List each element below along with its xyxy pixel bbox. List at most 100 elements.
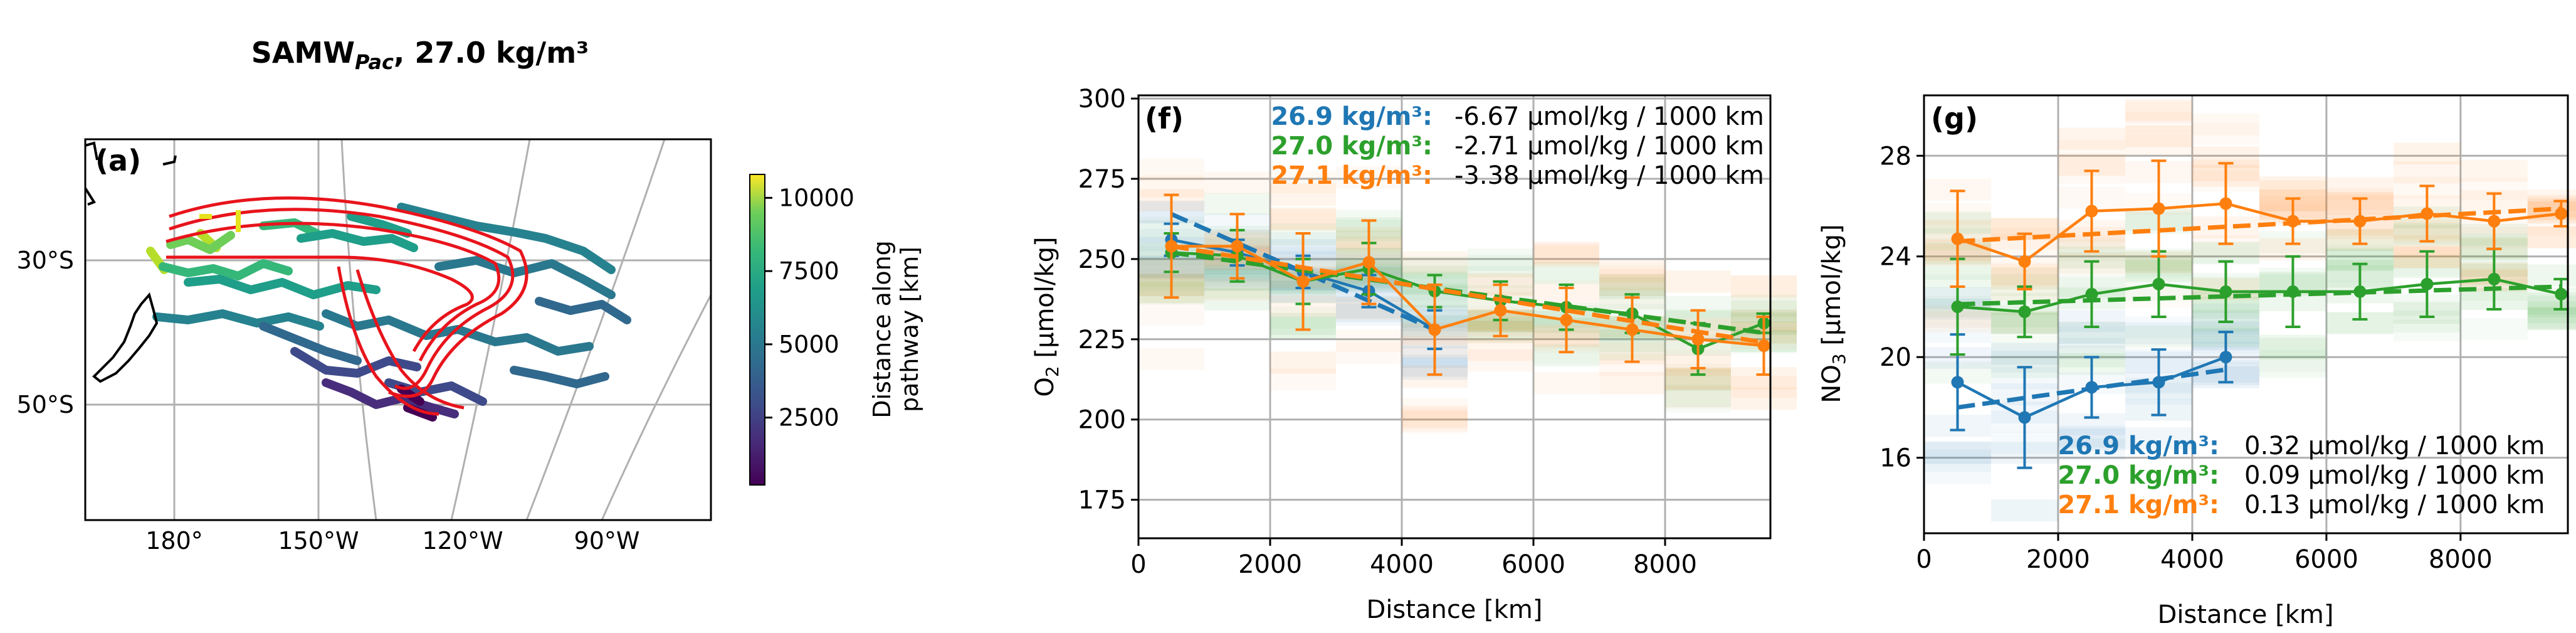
- density-cell: [2259, 334, 2326, 357]
- colorbar: 2500 5000 7500 10000 Distance alongpathway …: [749, 174, 923, 486]
- density-cell: [1204, 288, 1270, 311]
- density-cell: [1533, 245, 1599, 268]
- data-point-green: [2555, 287, 2568, 301]
- g-legend-name-orange: 27.1 kg/m³:: [2058, 491, 2219, 519]
- float-trajectories: [146, 203, 631, 422]
- x-tick-label: 4000: [1370, 550, 1434, 579]
- density-cell: [1533, 262, 1599, 285]
- g-legend-slope-orange: 0.13 μmol/kg / 1000 km: [2244, 491, 2545, 519]
- y-tick-label: 250: [1078, 245, 1126, 274]
- x-tick-label: 2000: [1238, 550, 1302, 579]
- f-legend-name-blue: 26.9 kg/m³:: [1271, 102, 1433, 131]
- f-legend-slope-orange: -3.38 μmol/kg / 1000 km: [1454, 161, 1764, 190]
- density-cell: [1402, 251, 1468, 274]
- density-cell: [1468, 255, 1533, 277]
- y-tick-label: 24: [1879, 243, 1911, 272]
- density-cell: [1990, 343, 2058, 365]
- g-axes-frame: [1923, 94, 2569, 535]
- data-point-orange: [2018, 255, 2031, 268]
- data-point-blue: [2219, 351, 2232, 364]
- density-cell: [1731, 275, 1797, 298]
- panel-g-nitrate: 0 2000 4000 6000 8000 16 20 24 28 (g) Distance […: [1817, 94, 2576, 629]
- x-tick-label: 8000: [2429, 545, 2493, 574]
- x-tick-label: 2000: [2026, 545, 2090, 574]
- density-cell: [1533, 372, 1599, 395]
- density-cell: [2125, 101, 2192, 124]
- data-point-orange: [2152, 202, 2165, 215]
- f-gridlines: [1137, 95, 1770, 538]
- data-point-orange: [2353, 215, 2367, 228]
- g-legend-name-blue: 26.9 kg/m³:: [2058, 432, 2219, 460]
- density-cell: [1533, 241, 1599, 263]
- density-cell: [1990, 499, 2058, 522]
- density-cell: [1402, 398, 1468, 421]
- colorbar-tick-label: 10000: [779, 184, 854, 211]
- density-cell: [1599, 274, 1665, 296]
- g-legend: 26.9 kg/m³: 0.32 μmol/kg / 1000 km 27.0 …: [2058, 432, 2545, 519]
- density-cell: [1665, 386, 1731, 409]
- density-cell: [1731, 387, 1797, 410]
- f-legend-name-orange: 27.1 kg/m³:: [1271, 161, 1433, 190]
- trajectory-markers: [199, 210, 241, 232]
- f-legend: 26.9 kg/m³: -6.67 μmol/kg / 1000 km 27.0…: [1271, 102, 1764, 190]
- y-tick-label: 175: [1078, 486, 1126, 515]
- data-point-orange: [2219, 197, 2232, 210]
- density-cell: [2259, 349, 2326, 372]
- data-point-orange: [1626, 323, 1639, 336]
- map-lat-label: 50°S: [17, 391, 74, 418]
- g-series: [1950, 159, 2569, 469]
- density-cell: [2125, 111, 2192, 134]
- density-cell: [1924, 450, 1991, 472]
- density-cell: [1270, 351, 1336, 374]
- map-panel-label: (a): [95, 144, 141, 178]
- colorbar-tick-label: 2500: [779, 404, 839, 432]
- x-tick-label: 6000: [1501, 550, 1565, 579]
- density-cell: [1599, 265, 1665, 287]
- colorbar-ticks: 2500 5000 7500 10000: [765, 184, 854, 432]
- y-tick-label: 16: [1879, 444, 1911, 473]
- density-cell: [2125, 326, 2192, 348]
- fit-line-blue: [1170, 212, 1436, 332]
- series-line-orange: [1957, 202, 2562, 263]
- density-cell: [1270, 171, 1336, 193]
- colorbar-tick-label: 5000: [779, 331, 839, 358]
- map-title: SAMWPac, 27.0 kg/m³: [251, 36, 589, 74]
- density-cell: [1665, 270, 1731, 293]
- y-tick-label: 28: [1879, 142, 1911, 171]
- density-cell: [1731, 375, 1797, 398]
- density-cell: [1402, 405, 1468, 427]
- data-point-blue: [1951, 376, 1964, 389]
- density-cell: [2125, 322, 2192, 345]
- f-legend-slope-green: -2.71 μmol/kg / 1000 km: [1454, 132, 1764, 161]
- density-cell: [1924, 462, 1991, 485]
- y-tick-label: 20: [1879, 343, 1911, 372]
- data-point-orange: [2085, 205, 2098, 218]
- map-lon-label: 150°W: [278, 527, 359, 555]
- data-point-green: [2421, 277, 2434, 290]
- f-xlabel: Distance [km]: [1367, 595, 1543, 624]
- density-cell: [1924, 442, 1991, 464]
- density-cell: [1204, 171, 1270, 194]
- density-cell: [2058, 127, 2125, 150]
- data-point-orange: [2555, 207, 2568, 220]
- x-tick-label: 6000: [2295, 545, 2358, 574]
- map-content: [85, 139, 711, 520]
- data-point-green: [2353, 285, 2367, 298]
- density-cell: [1270, 183, 1336, 206]
- density-cell: [1665, 390, 1731, 413]
- f-axes-frame: [1137, 94, 1772, 540]
- data-point-orange: [1362, 256, 1375, 269]
- density-cell: [1270, 208, 1336, 231]
- data-point-orange: [1296, 275, 1310, 288]
- density-cell: [2460, 317, 2528, 340]
- density-cell: [2192, 242, 2259, 264]
- density-cell: [1599, 372, 1665, 395]
- density-cell: [1402, 407, 1468, 430]
- density-cell: [1138, 158, 1204, 181]
- density-cell: [2393, 161, 2461, 184]
- data-point-orange: [1951, 232, 1964, 245]
- coastline: [85, 141, 177, 383]
- density-cell: [2058, 438, 2125, 460]
